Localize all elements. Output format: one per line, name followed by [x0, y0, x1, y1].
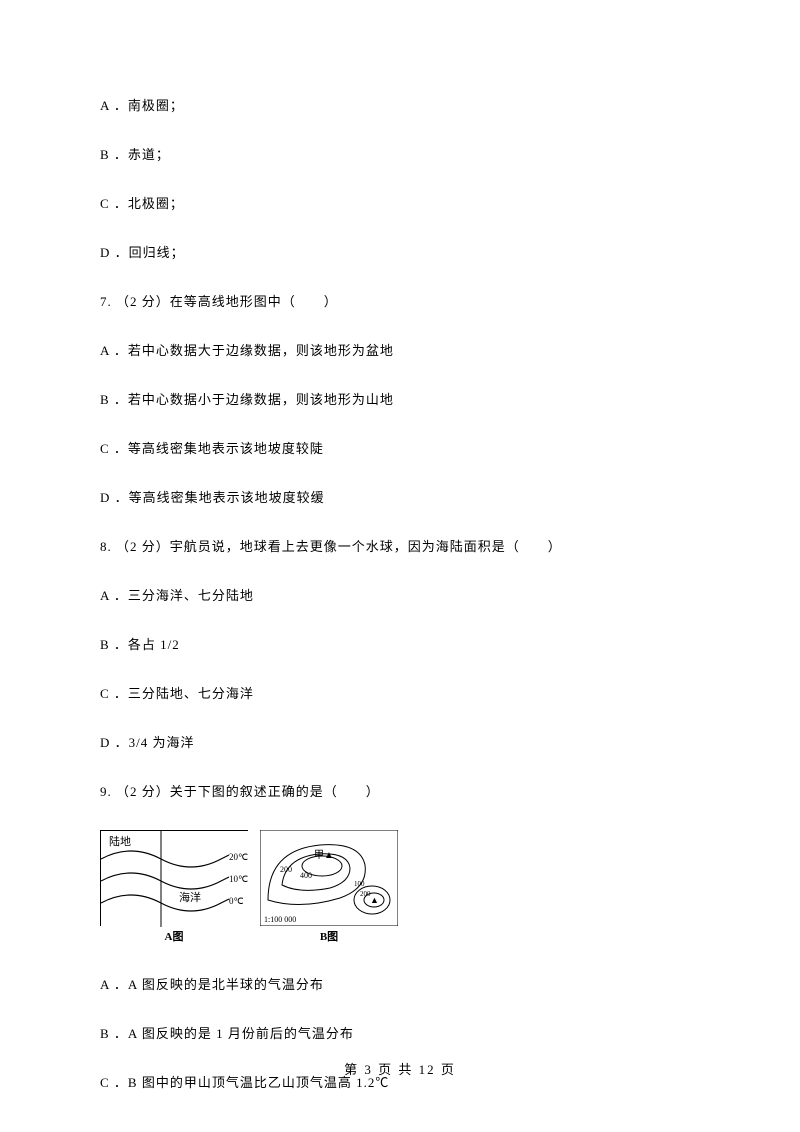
figure-a-caption: A图	[100, 928, 248, 944]
figure-a-svg: 陆地 海洋 20℃ 10℃ 0℃	[101, 831, 249, 927]
fig-b-contour-100: 100	[354, 880, 365, 888]
page-footer: 第 3 页 共 12 页	[0, 1059, 800, 1078]
figure-b-svg: 甲▲ ▲ 200 400 100 200 1:100 000	[260, 830, 398, 926]
fig-b-contour-400: 400	[300, 871, 312, 880]
fig-b-contour-200b: 200	[360, 890, 371, 898]
fig-a-iso-20: 20℃	[229, 852, 248, 862]
q7-option-a: A ．若中心数据大于边缘数据，则该地形为盆地	[100, 340, 700, 359]
q6-option-a: A ．南极圈；	[100, 95, 700, 114]
page-content: A ．南极圈； B ．赤道； C ．北极圈； D ．回归线； 7. （2 分）在…	[0, 0, 800, 1091]
q6-option-b: B ．赤道；	[100, 144, 700, 163]
q8-option-d: D ．3/4 为海洋	[100, 732, 700, 751]
fig-b-contour-200: 200	[280, 865, 292, 874]
q6-option-d: D ．回归线；	[100, 242, 700, 261]
q8-stem: 8. （2 分）宇航员说，地球看上去更像一个水球，因为海陆面积是（ ）	[100, 536, 700, 555]
q9-stem: 9. （2 分）关于下图的叙述正确的是（ ）	[100, 781, 700, 800]
q7-option-c: C ．等高线密集地表示该地坡度较陡	[100, 438, 700, 457]
q9-option-a: A ．A 图反映的是北半球的气温分布	[100, 974, 700, 993]
fig-a-sea-label: 海洋	[179, 890, 201, 904]
fig-b-scale: 1:100 000	[264, 915, 296, 924]
fig-a-land-label: 陆地	[109, 834, 131, 848]
figure-a-container: 陆地 海洋 20℃ 10℃ 0℃ A图	[100, 830, 248, 944]
q7-stem: 7. （2 分）在等高线地形图中（ ）	[100, 291, 700, 310]
fig-a-iso-10: 10℃	[229, 874, 248, 884]
q8-option-c: C ．三分陆地、七分海洋	[100, 683, 700, 702]
q8-option-a: A ．三分海洋、七分陆地	[100, 585, 700, 604]
figure-row: 陆地 海洋 20℃ 10℃ 0℃ A图 甲▲	[100, 830, 700, 944]
figure-a: 陆地 海洋 20℃ 10℃ 0℃	[100, 830, 248, 926]
fig-b-peak-label: 甲▲	[314, 850, 334, 861]
q7-option-d: D ．等高线密集地表示该地坡度较缓	[100, 487, 700, 506]
figure-b-caption: B图	[260, 928, 398, 944]
figure-b-container: 甲▲ ▲ 200 400 100 200 1:100 000 B图	[260, 830, 398, 944]
q9-option-b: B ．A 图反映的是 1 月份前后的气温分布	[100, 1023, 700, 1042]
figure-b: 甲▲ ▲ 200 400 100 200 1:100 000	[260, 830, 398, 926]
q7-option-b: B ．若中心数据小于边缘数据，则该地形为山地	[100, 389, 700, 408]
fig-b-peak2-marker: ▲	[370, 895, 379, 905]
q6-option-c: C ．北极圈；	[100, 193, 700, 212]
fig-a-iso-0: 0℃	[229, 896, 244, 906]
q8-option-b: B ．各占 1/2	[100, 634, 700, 653]
